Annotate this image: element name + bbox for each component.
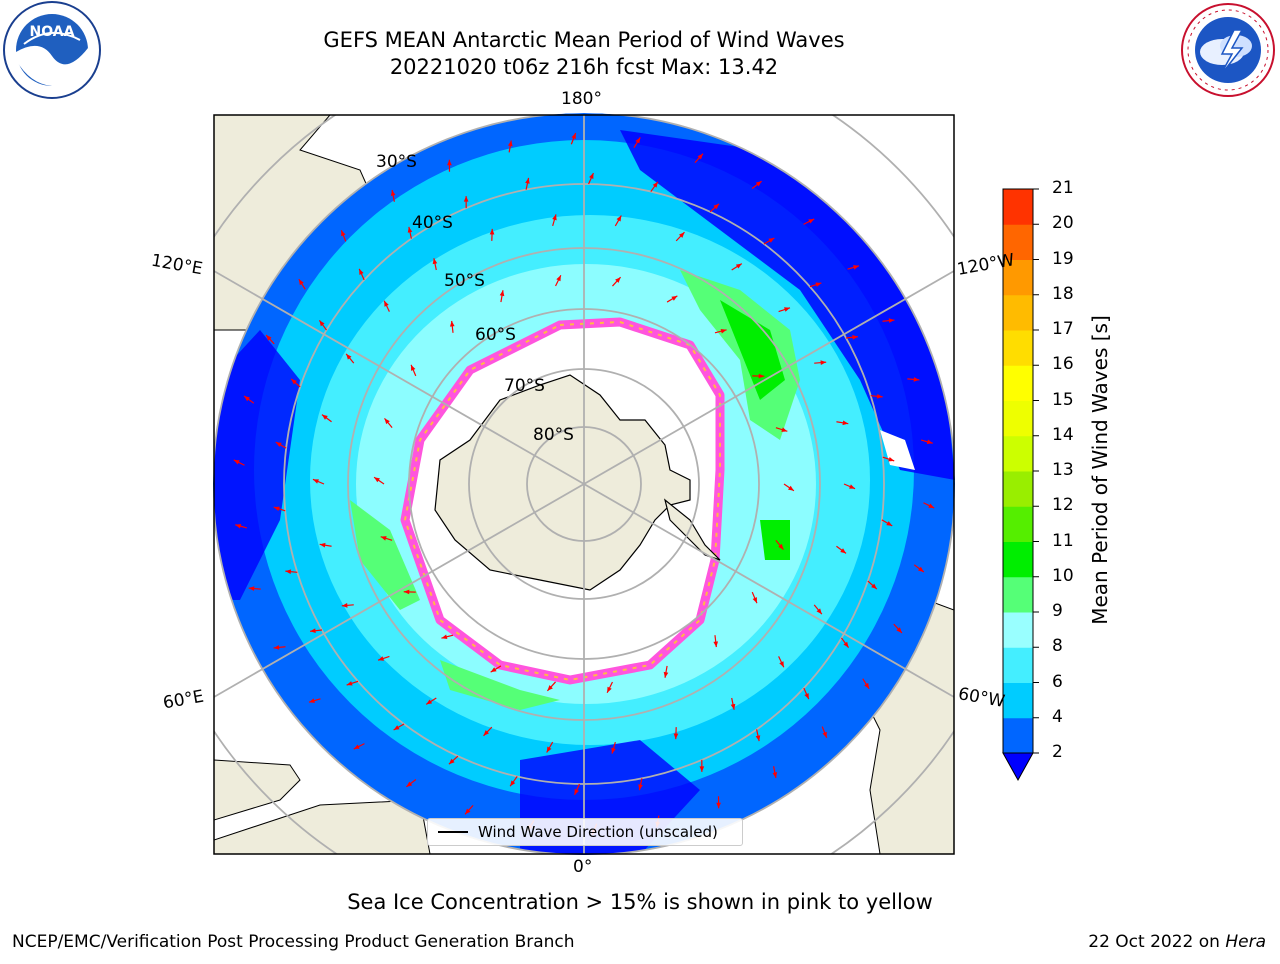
colorbar-tick-label: 18 xyxy=(1052,284,1074,304)
lat-label-40s: 40°S xyxy=(412,213,453,233)
colorbar-tick-label: 21 xyxy=(1052,178,1074,198)
footer-date-text: 22 Oct 2022 on xyxy=(1088,932,1220,952)
colorbar-tick-label: 12 xyxy=(1052,495,1074,515)
footer-date: 22 Oct 2022 on Hera xyxy=(1088,932,1266,952)
sea-ice-caption: Sea Ice Concentration > 15% is shown in … xyxy=(0,890,1280,914)
colorbar-tick-label: 20 xyxy=(1052,213,1074,233)
colorbar-segment xyxy=(1003,189,1033,225)
colorbar-tick-label: 16 xyxy=(1052,354,1074,374)
colorbar-segment xyxy=(1003,542,1033,578)
lat-label-60s: 60°S xyxy=(475,325,516,345)
colorbar-segment xyxy=(1003,471,1033,507)
map-legend: Wind Wave Direction (unscaled) xyxy=(427,818,743,846)
footer-system: Hera xyxy=(1225,932,1266,952)
lon-label-180: 180° xyxy=(561,89,602,109)
lat-label-30s: 30°S xyxy=(376,152,417,172)
colorbar-tick-label: 14 xyxy=(1052,425,1074,445)
colorbar-segment xyxy=(1003,647,1033,683)
lat-label-80s: 80°S xyxy=(533,425,574,445)
colorbar-tick-label: 13 xyxy=(1052,460,1074,480)
colorbar-segment xyxy=(1003,718,1033,754)
colorbar-under-triangle xyxy=(1003,753,1033,780)
footer-credit: NCEP/EMC/Verification Post Processing Pr… xyxy=(12,932,575,952)
colorbar-tick-label: 2 xyxy=(1052,742,1063,762)
legend-label: Wind Wave Direction (unscaled) xyxy=(478,819,718,845)
colorbar-segment xyxy=(1003,330,1033,366)
colorbar-tick-label: 15 xyxy=(1052,390,1074,410)
lon-label-0: 0° xyxy=(573,857,592,877)
colorbar-tick-label: 9 xyxy=(1052,601,1063,621)
colorbar xyxy=(1003,189,1039,780)
colorbar-tick-label: 19 xyxy=(1052,249,1074,269)
legend-line-swatch xyxy=(438,831,468,833)
colorbar-tick-label: 6 xyxy=(1052,672,1063,692)
colorbar-segment xyxy=(1003,401,1033,437)
colorbar-segment xyxy=(1003,365,1033,401)
colorbar-segment xyxy=(1003,577,1033,613)
colorbar-segment xyxy=(1003,612,1033,648)
colorbar-segment xyxy=(1003,683,1033,719)
lat-label-50s: 50°S xyxy=(444,271,485,291)
colorbar-segment xyxy=(1003,436,1033,472)
colorbar-segment xyxy=(1003,506,1033,542)
colorbar-tick-label: 11 xyxy=(1052,531,1074,551)
colorbar-label: Mean Period of Wind Waves [s] xyxy=(1088,315,1112,625)
colorbar-tick-label: 10 xyxy=(1052,566,1074,586)
colorbar-tick-label: 4 xyxy=(1052,707,1063,727)
lat-label-70s: 70°S xyxy=(504,376,545,396)
colorbar-tick-label: 8 xyxy=(1052,636,1063,656)
colorbar-segment xyxy=(1003,295,1033,331)
colorbar-tick-label: 17 xyxy=(1052,319,1074,339)
